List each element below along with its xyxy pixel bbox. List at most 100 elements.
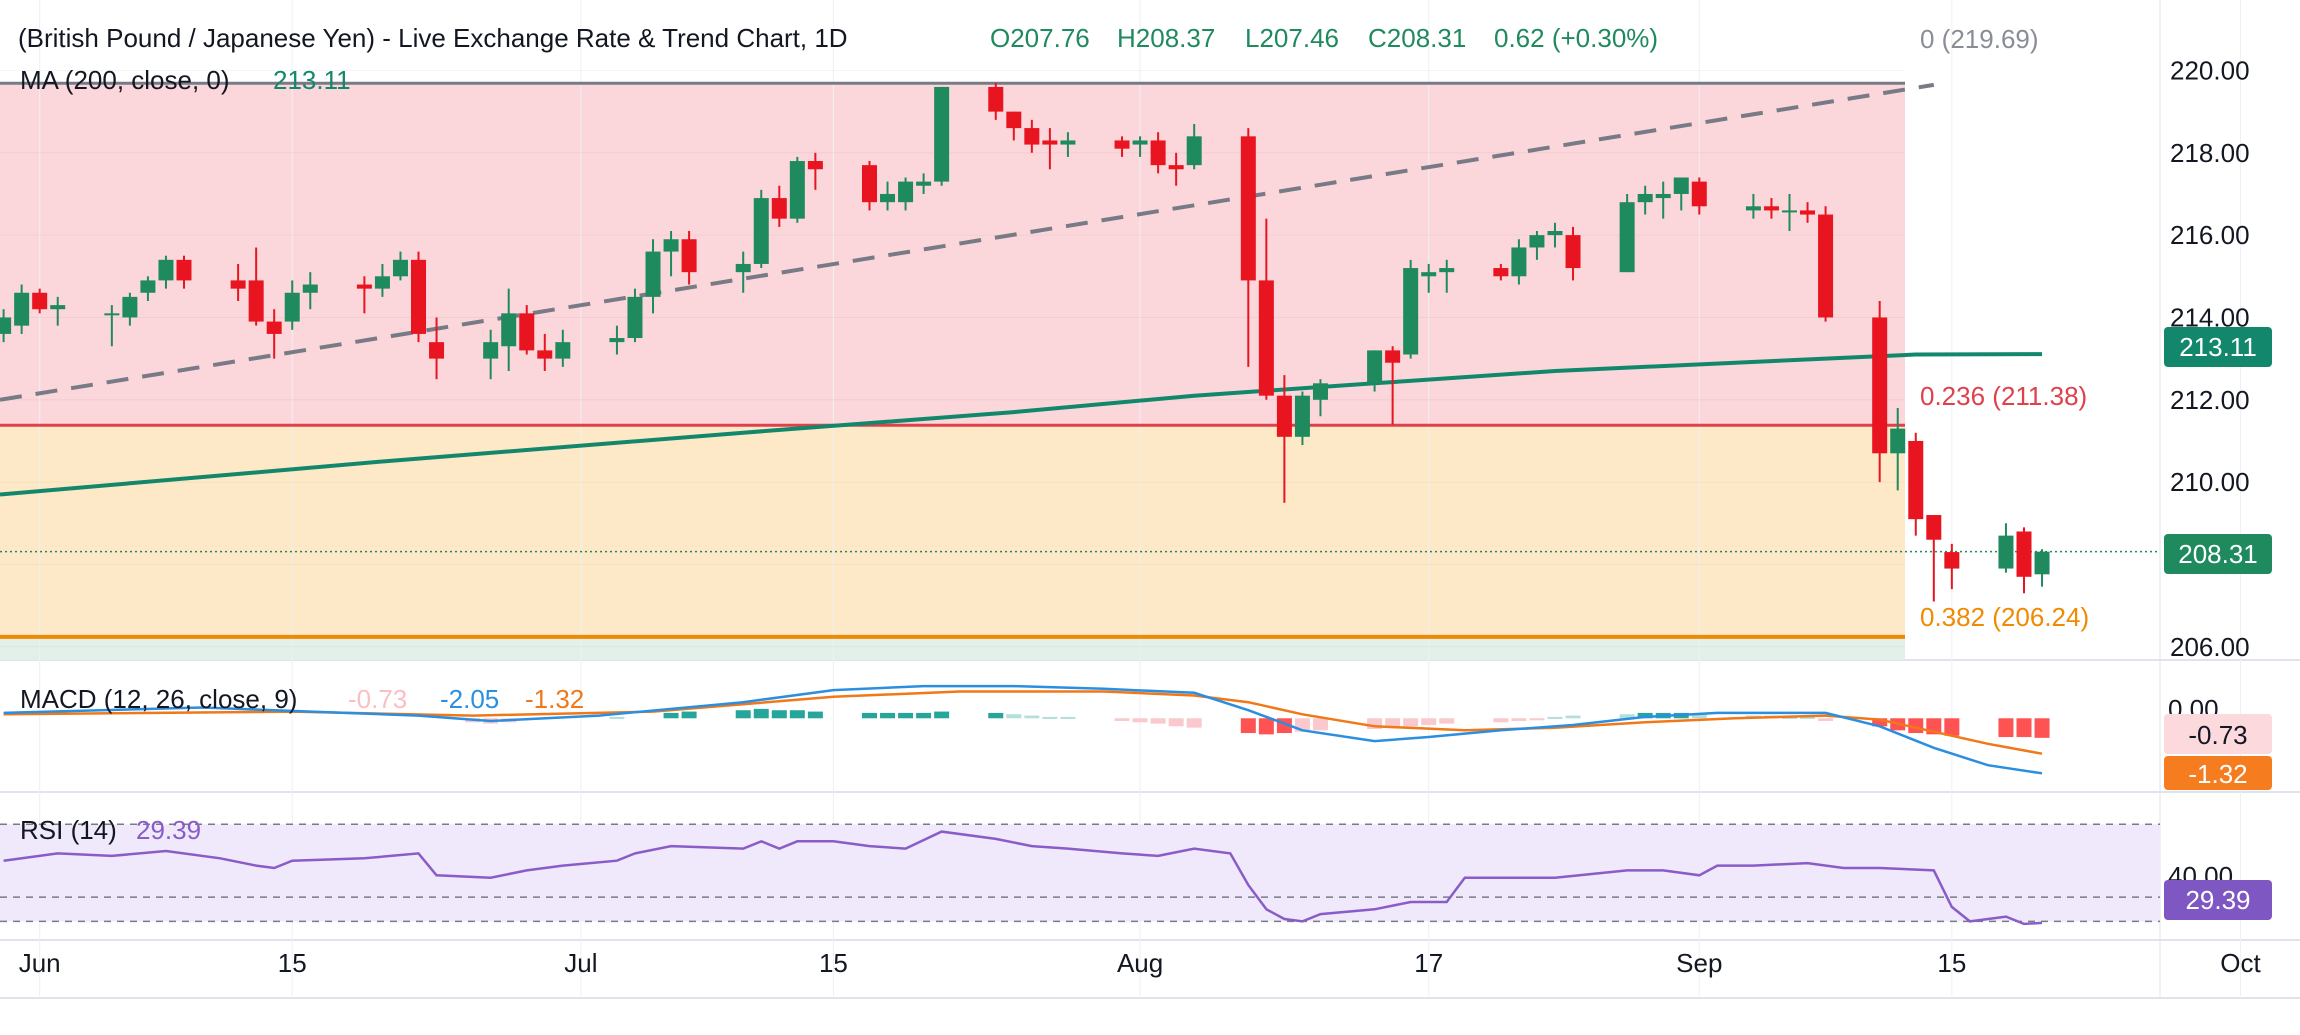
- macd-histogram-bar: [735, 710, 751, 719]
- candle-body: [104, 313, 120, 316]
- macd-signal-badge: [2164, 756, 2272, 790]
- x-tick-label: Aug: [1117, 948, 1163, 978]
- fib-zone-below-0382: [0, 636, 1905, 660]
- rsi-line: [3, 830, 2043, 926]
- candle-body: [1114, 140, 1130, 149]
- y-tick-label: 216.00: [2170, 220, 2250, 250]
- axis-layer: 206.00208.00210.00212.00214.00216.00218.…: [19, 55, 2262, 978]
- ohlc-open: O207.76: [990, 23, 1090, 53]
- ma-label-name: MA (200, close, 0): [20, 65, 230, 95]
- candle-body: [880, 193, 896, 203]
- candle-body: [771, 198, 787, 219]
- macd-histogram-bar: [807, 711, 823, 719]
- macd-histogram-bar: [988, 712, 1004, 719]
- candle-body: [1240, 136, 1256, 281]
- macd-histogram-bar: [1439, 718, 1455, 724]
- x-tick-label: Jun: [19, 948, 61, 978]
- macd-histogram-bar: [2016, 718, 2032, 738]
- ohlc-high: H208.37: [1117, 23, 1215, 53]
- macd-histogram-bar: [1060, 716, 1076, 719]
- ma-label-value: 213.11: [273, 65, 351, 95]
- candle-body: [1781, 210, 1797, 213]
- candle-body: [1800, 210, 1816, 215]
- candle-body: [1655, 193, 1671, 199]
- x-tick-label: 15: [819, 948, 848, 978]
- rsi-label-name: RSI (14): [20, 815, 117, 845]
- rsi-layer: [0, 823, 2160, 926]
- ohlc-change: 0.62 (+0.30%): [1494, 23, 1658, 53]
- macd-histogram-bar: [916, 712, 932, 719]
- y-tick-label: 210.00: [2170, 467, 2250, 497]
- last-price-badge-text: 208.31: [2178, 539, 2258, 569]
- fib-0382-label: 0.382 (206.24): [1920, 602, 2089, 632]
- candle-body: [1511, 247, 1527, 277]
- candle-body: [284, 292, 300, 322]
- candle-body: [1547, 231, 1563, 236]
- candle-body: [1998, 535, 2014, 569]
- candle-body: [1890, 428, 1906, 454]
- y-tick-label: 212.00: [2170, 385, 2250, 415]
- candle-body: [1168, 165, 1184, 170]
- candle-body: [1186, 136, 1202, 166]
- candle-body: [1691, 181, 1707, 207]
- macd-histogram-bar: [1511, 718, 1527, 721]
- background-layer: [0, 83, 1905, 660]
- candle-body: [1493, 268, 1509, 277]
- macd-histogram-bar: [771, 710, 787, 719]
- macd-histogram-bar: [1403, 718, 1419, 727]
- candle-body: [374, 276, 390, 289]
- candle-body: [861, 165, 877, 203]
- candle-body: [555, 342, 571, 359]
- rsi-badge: [2164, 880, 2272, 920]
- macd-histogram-bar: [1385, 718, 1401, 728]
- candle-body: [1294, 395, 1310, 437]
- macd-histogram-bar: [1529, 718, 1545, 721]
- candle-body: [266, 321, 282, 334]
- candle-body: [356, 284, 372, 289]
- macd-histogram-bar: [1042, 716, 1058, 719]
- rsi-badge-text: 29.39: [2185, 885, 2250, 915]
- macd-histogram-bar: [1024, 715, 1040, 719]
- candle-body: [429, 342, 445, 359]
- candle-body: [1529, 235, 1545, 248]
- last-price-badge: [2164, 534, 2272, 574]
- macd-layer: [3, 684, 2050, 775]
- candle-body: [50, 305, 66, 310]
- macd-signal-line: [3, 690, 2043, 755]
- x-tick-label: 15: [1937, 948, 1966, 978]
- candle-body: [1926, 515, 1942, 540]
- candle-body: [302, 284, 318, 293]
- candle-body: [1060, 140, 1076, 145]
- candle-body: [1745, 206, 1761, 211]
- ohlc-close: C208.31: [1368, 23, 1466, 53]
- macd-histogram-bar: [1150, 718, 1166, 724]
- candle-body: [753, 198, 769, 264]
- candle-body: [645, 251, 661, 297]
- candle-body: [934, 86, 950, 182]
- candle-body: [1673, 177, 1689, 194]
- macd-histogram-bar: [880, 712, 896, 719]
- macd-histogram-bar: [1132, 718, 1148, 723]
- candle-body: [1908, 440, 1924, 520]
- fib-0236-label: 0.236 (211.38): [1920, 381, 2087, 411]
- candle-body: [0, 317, 12, 334]
- macd-hist-badge: [2164, 714, 2272, 754]
- candle-body: [1042, 140, 1058, 145]
- candle-body: [1403, 268, 1419, 355]
- x-tick-label: Jul: [564, 948, 597, 978]
- macd-histogram-bar: [1872, 718, 1888, 727]
- ma-price-badge: [2164, 327, 2272, 367]
- candle-body: [916, 181, 932, 186]
- candle-body: [988, 86, 1004, 112]
- candle-body: [1132, 140, 1148, 145]
- candle-body: [1312, 383, 1328, 400]
- macd-histogram-bar: [1240, 718, 1256, 734]
- macd-histogram-bar: [2034, 718, 2050, 738]
- candle-body: [158, 259, 174, 281]
- candle-body: [663, 239, 679, 252]
- y-tick-label: 220.00: [2170, 55, 2250, 85]
- candle-body: [1619, 202, 1635, 273]
- y-tick-label: 218.00: [2170, 138, 2250, 168]
- macd-histogram-bar: [1367, 718, 1383, 729]
